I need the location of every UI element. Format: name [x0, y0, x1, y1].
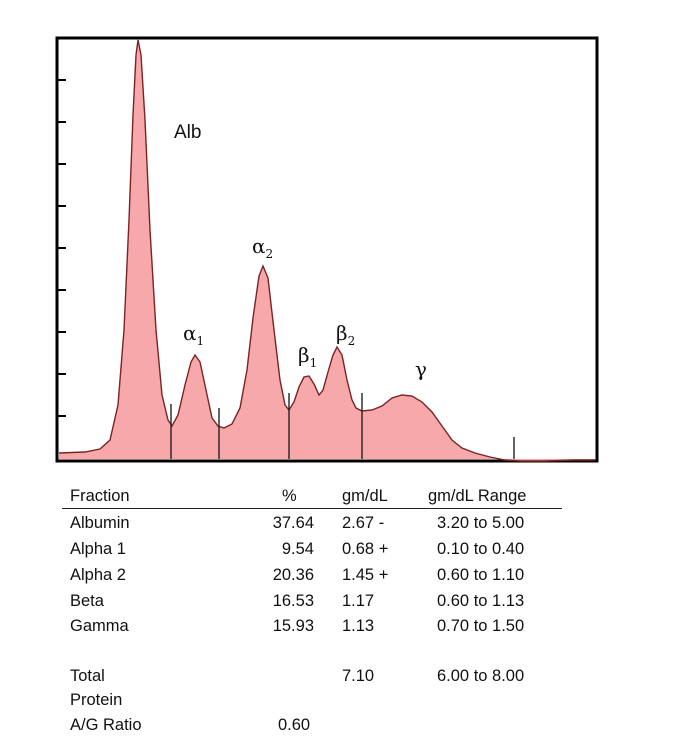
row-gamma-percent: 15.93 [272, 617, 314, 635]
total-label-line2: Protein [70, 691, 123, 709]
header-range: gm/dL Range [428, 487, 527, 505]
peak-label-alpha2: α2 [252, 234, 273, 261]
row-alpha1-percent: 9.54 [281, 540, 314, 558]
row-alpha2-range: 0.60 to 1.10 [437, 566, 525, 584]
total-label-line1: Total [70, 667, 105, 685]
header-rule [62, 508, 562, 509]
peak-label-beta2: β2 [336, 321, 355, 348]
row-beta-percent: 16.53 [272, 592, 314, 610]
row-albumin-fraction: Albumin [70, 514, 130, 532]
row-albumin-range: 3.20 to 5.00 [437, 514, 525, 532]
row-beta-gmdl: 1.17 [342, 592, 375, 610]
peak-label-beta1: β1 [298, 343, 317, 370]
row-alpha1-range: 0.10 to 0.40 [437, 540, 525, 558]
densitometry-curve-line [58, 39, 595, 462]
header-gmdl: gm/dL [342, 487, 388, 505]
row-albumin-gmdl: 2.67 - [342, 514, 385, 532]
row-alpha1-gmdl: 0.68 + [342, 540, 389, 558]
y-axis-ticks [57, 79, 66, 417]
row-beta-range: 0.60 to 1.13 [437, 592, 525, 610]
ag-ratio-label: A/G Ratio [70, 716, 142, 734]
row-alpha2-percent: 20.36 [272, 566, 314, 584]
row-gamma-range: 0.70 to 1.50 [437, 617, 525, 635]
row-gamma-fraction: Gamma [70, 617, 129, 635]
total-gmdl: 7.10 [342, 667, 375, 685]
row-alpha1-fraction: Alpha 1 [70, 540, 126, 558]
ag-ratio-value: 0.60 [278, 716, 311, 734]
header-percent: % [282, 487, 297, 505]
row-alpha2-gmdl: 1.45 + [342, 566, 389, 584]
row-beta-fraction: Beta [70, 592, 104, 610]
row-alpha2-fraction: Alpha 2 [70, 566, 126, 584]
electrophoresis-chart: Alb α1 α2 β1 β2 γ [55, 36, 599, 463]
peak-label-alpha1: α1 [183, 321, 204, 348]
row-gamma-gmdl: 1.13 [342, 617, 375, 635]
row-albumin-percent: 37.64 [272, 514, 314, 532]
total-range: 6.00 to 8.00 [437, 667, 525, 685]
header-fraction: Fraction [70, 487, 130, 505]
peak-label-albumin: Alb [174, 122, 201, 143]
peak-label-gamma: γ [415, 357, 427, 381]
fraction-dividers [170, 393, 515, 459]
